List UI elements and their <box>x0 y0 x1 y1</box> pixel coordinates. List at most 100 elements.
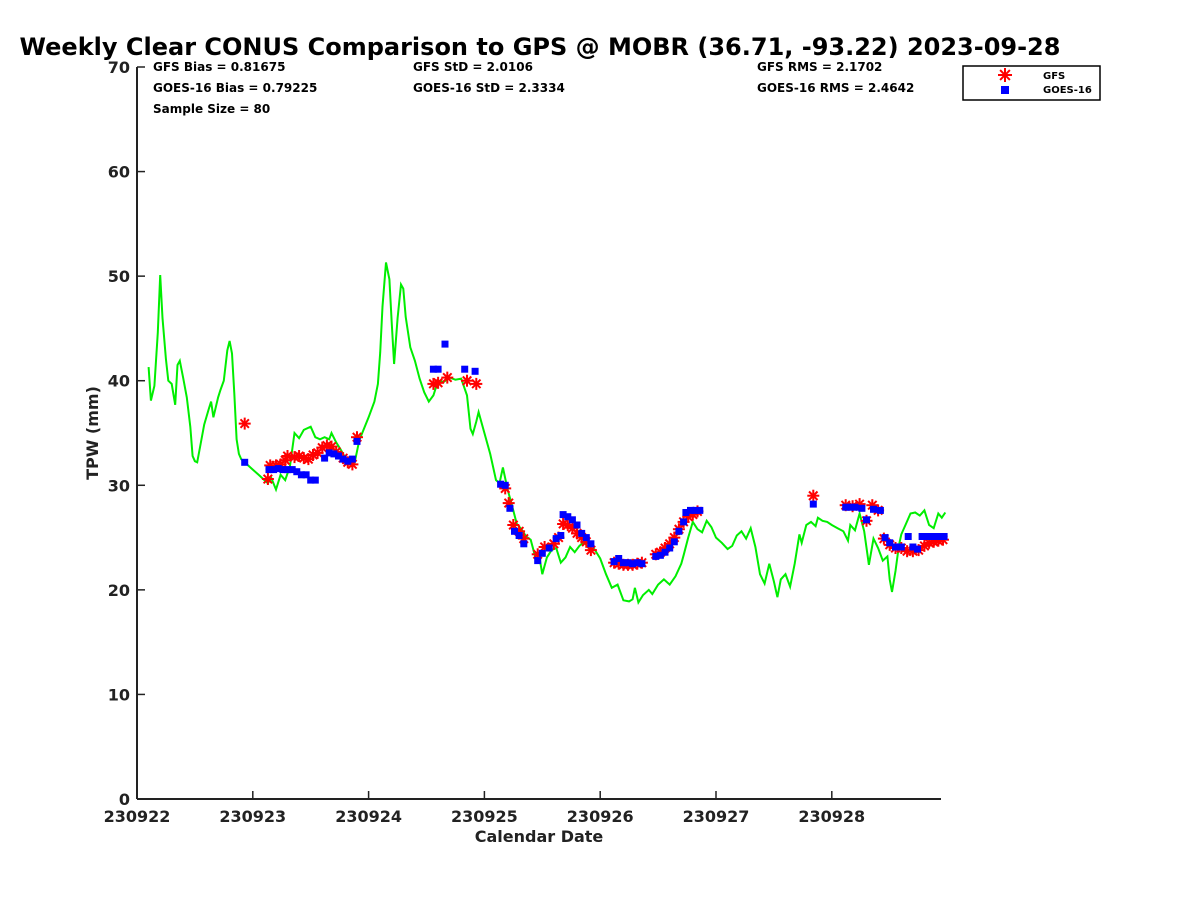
goes16-point <box>335 452 342 460</box>
goes16-point <box>348 455 356 463</box>
goes16-point <box>661 548 669 556</box>
goes16-point <box>279 466 287 474</box>
goes16-point <box>559 511 567 519</box>
goes16-point <box>687 506 694 514</box>
goes16-point <box>886 539 894 547</box>
goes16-point <box>297 471 305 479</box>
goes16-point <box>876 506 884 514</box>
goes16-point <box>520 540 528 548</box>
goes16-point <box>629 560 637 568</box>
goes16-point <box>940 533 948 540</box>
goes16-point <box>325 449 333 457</box>
goes16-point <box>587 540 595 548</box>
x-tick-label: 230925 <box>451 807 518 826</box>
goes-bias-stat: GOES-16 Bias = 0.79225 <box>153 81 317 95</box>
goes16-point <box>652 552 660 560</box>
goes16-point <box>633 559 641 567</box>
goes16-point <box>624 559 632 567</box>
gfs-rms-stat: GFS RMS = 2.1702 <box>757 60 882 74</box>
goes16-point <box>311 476 319 484</box>
goes16-point <box>471 367 479 375</box>
gfs-point <box>807 489 820 502</box>
goes16-point <box>881 534 889 542</box>
goes16-point <box>914 545 921 553</box>
goes16-point <box>670 538 678 546</box>
goes16-point <box>615 555 623 562</box>
x-tick-label: 230927 <box>683 807 750 826</box>
goes16-point <box>619 559 627 567</box>
gfs-point <box>238 417 251 430</box>
goes16-point <box>434 365 442 373</box>
legend-goes16-label: GOES-16 <box>1043 85 1092 96</box>
y-axis-label: TPW (mm) <box>83 386 102 480</box>
goes16-point <box>274 465 282 473</box>
y-tick-label: 60 <box>108 163 130 182</box>
goes16-point <box>284 466 291 474</box>
legend-gfs-label: GFS <box>1043 71 1065 82</box>
legend-goes16-marker <box>1001 86 1009 94</box>
goes16-point <box>932 533 940 540</box>
x-tick-label: 230928 <box>798 807 865 826</box>
goes16-point <box>691 506 699 514</box>
goes16-point <box>904 533 912 540</box>
gfs-point <box>441 371 454 384</box>
goes16-point <box>656 551 664 559</box>
gfs-point <box>432 376 445 389</box>
legend-box <box>962 65 1101 101</box>
goes16-point <box>321 454 329 462</box>
goes16-point <box>610 558 618 566</box>
x-tick-label: 230923 <box>219 807 286 826</box>
goes16-point <box>666 544 674 552</box>
goes16-point <box>870 505 877 513</box>
goes16-point <box>892 543 899 551</box>
goes16-point <box>506 504 514 512</box>
goes16-point <box>511 527 518 535</box>
goes16-point <box>582 534 590 542</box>
goes-rms-stat: GOES-16 RMS = 2.4642 <box>757 81 914 95</box>
stats-block: GFS Bias = 0.81675 GFS StD = 2.0106 GFS … <box>153 60 914 116</box>
goes16-point <box>846 503 854 511</box>
goes16-point <box>682 509 690 516</box>
goes16-point <box>461 365 469 373</box>
goes16-point <box>842 503 850 511</box>
goes16-point <box>441 340 449 348</box>
goes16-point <box>923 533 931 540</box>
legend: GFS GOES-16 <box>962 65 1101 101</box>
goes16-point <box>538 549 546 557</box>
goes16-point <box>293 468 301 476</box>
goes16-series <box>241 340 948 568</box>
goes16-point <box>696 506 704 514</box>
x-tick-label: 230926 <box>567 807 634 826</box>
goes16-point <box>344 457 352 465</box>
y-tick-label: 10 <box>108 685 130 704</box>
goes16-point <box>568 516 576 524</box>
gfs-point <box>470 377 483 390</box>
goes16-point <box>858 504 866 512</box>
legend-gfs-star <box>998 68 1012 82</box>
legend-gfs-marker <box>998 68 1012 82</box>
goes16-point <box>515 532 523 539</box>
goes16-point <box>863 516 870 524</box>
sample-size-stat: Sample Size = 80 <box>153 102 270 116</box>
goes16-point <box>680 518 688 526</box>
goes16-point <box>809 500 817 508</box>
goes16-point <box>497 480 505 488</box>
gfs-bias-stat: GFS Bias = 0.81675 <box>153 60 285 74</box>
x-tick-label: 230924 <box>335 807 402 826</box>
y-tick-label: 20 <box>108 581 130 600</box>
x-axis-label: Calendar Date <box>475 827 604 846</box>
goes16-point <box>339 455 347 463</box>
goes16-point <box>353 437 361 445</box>
y-tick-label: 30 <box>108 476 130 495</box>
gfs-point <box>261 473 274 485</box>
goes16-point <box>265 466 273 474</box>
x-tick-label: 230922 <box>104 807 171 826</box>
goes-std-stat: GOES-16 StD = 2.3334 <box>413 81 565 95</box>
goes16-point <box>270 466 278 474</box>
goes16-point <box>578 529 586 537</box>
goes16-point <box>302 471 310 479</box>
goes16-point <box>307 476 315 484</box>
goes16-point <box>330 450 338 458</box>
goes16-point <box>909 543 917 551</box>
goes16-point <box>501 481 509 489</box>
